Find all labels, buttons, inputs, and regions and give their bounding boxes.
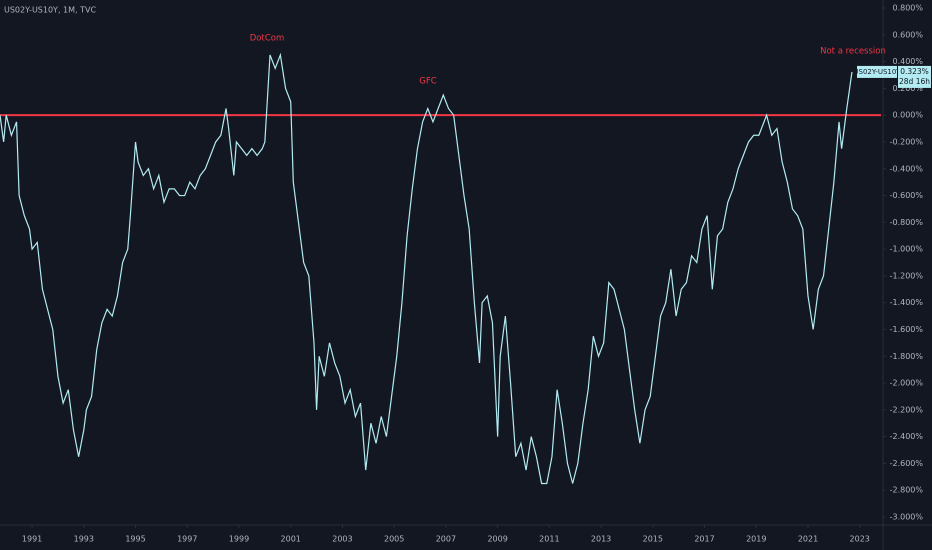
y-tick-label: -1.800% [890,352,924,361]
y-tick-label: -0.200% [890,137,924,146]
x-tick-label: 2011 [539,535,559,544]
annotation: GFC [419,77,436,87]
x-tick-label: 2001 [281,535,301,544]
countdown: 28d 16h [899,77,930,86]
price-tag [898,65,931,88]
y-tick-label: -2.200% [890,405,924,414]
y-tick-label: -2.400% [890,432,924,441]
x-tick-label: 1999 [229,535,249,544]
price-label: 0.323% [900,67,929,76]
x-tick-label: 2009 [487,535,507,544]
y-tick-label: -3.000% [890,512,924,521]
x-tick-label: 1995 [125,535,145,544]
x-tick-label: 2021 [798,535,818,544]
data-line [0,52,853,485]
y-tick-label: -1.600% [890,325,924,334]
series-tag [857,65,897,78]
y-tick-label: -1.200% [890,271,924,280]
y-tick-label: -1.400% [890,298,924,307]
y-tick-label: -0.800% [890,218,924,227]
x-tick-label: 2017 [694,535,714,544]
x-tick-label: 2003 [332,535,352,544]
x-tick-label: 2023 [850,535,870,544]
x-tick-label: 1993 [74,535,94,544]
x-tick-label: 2019 [746,535,766,544]
annotation: Not a recession [820,47,886,57]
y-tick-label: 0.400% [892,57,923,66]
y-tick-label: -2.000% [890,379,924,388]
y-tick-label: -2.600% [890,459,924,468]
y-tick-label: -0.400% [890,164,924,173]
chart-title: US02Y-US10Y, 1M, TVC [4,6,96,15]
x-tick-label: 1991 [22,535,42,544]
x-tick-label: 2013 [591,535,611,544]
x-tick-label: 1997 [177,535,197,544]
y-tick-label: -2.800% [890,486,924,495]
x-tick-label: 2005 [384,535,404,544]
y-tick-label: 0.200% [892,84,923,93]
y-tick-label: -0.600% [890,191,924,200]
y-tick-label: 0.800% [892,4,923,13]
x-tick-label: 2015 [643,535,663,544]
series-name: US02Y-US10Y [853,68,901,76]
annotation: DotCom [250,34,285,44]
y-tick-label: 0.600% [892,30,923,39]
y-tick-label: -1.000% [890,245,924,254]
y-tick-label: 0.000% [892,111,923,120]
x-tick-label: 2007 [436,535,456,544]
